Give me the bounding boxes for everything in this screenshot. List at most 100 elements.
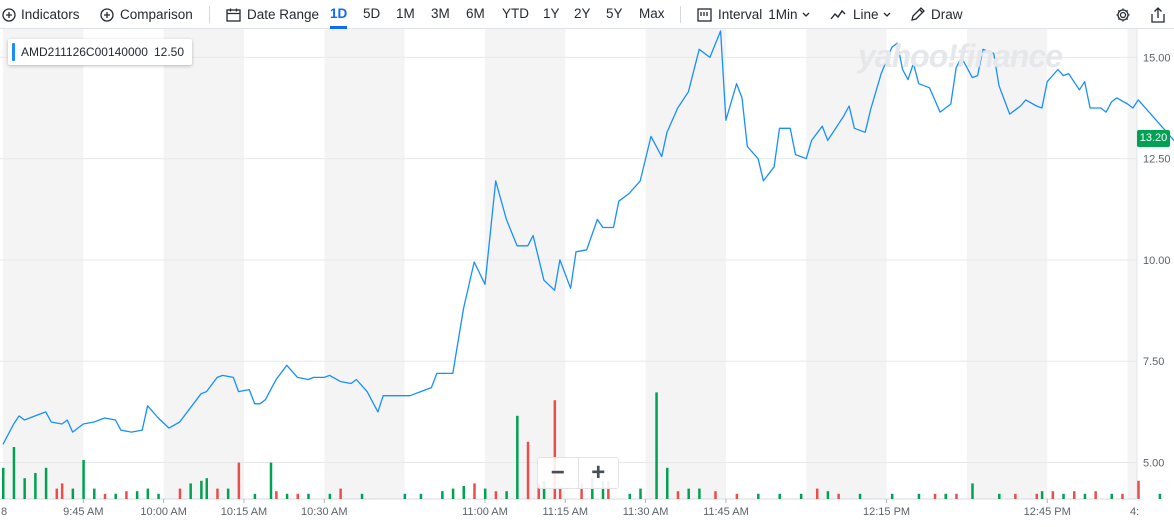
y-tick-label: 12.50 <box>1143 154 1171 166</box>
x-tick-label: 11:45 AM <box>703 506 749 518</box>
background-band <box>163 29 244 499</box>
range-5y[interactable]: 5Y <box>606 6 623 21</box>
volume-bar <box>1014 493 1017 499</box>
x-tick-label: 11:15 AM <box>542 506 588 518</box>
x-tick-label-partial: 4: <box>1130 506 1139 518</box>
y-tick-label: 7.50 <box>1143 356 1164 368</box>
x-tick-label: 10:30 AM <box>301 506 347 518</box>
price-chart[interactable]: 5.00 7.50 10.00 12.50 15.00 9:45 AM 10:00 AM 10… <box>0 29 1174 527</box>
x-tick-label: 11:30 AM <box>623 506 669 518</box>
indicators-button[interactable]: Indicators <box>2 0 80 29</box>
volume-bar <box>1094 491 1097 499</box>
volume-bar <box>505 491 508 499</box>
last-price-badge: 13.20 <box>1137 130 1170 147</box>
volume-bar <box>580 483 583 499</box>
range-3m[interactable]: 3M <box>431 6 450 21</box>
volume-bar <box>125 491 128 499</box>
x-tick-label: 9:45 AM <box>63 506 103 518</box>
toolbar-divider <box>209 6 210 23</box>
volume-bar <box>146 488 150 499</box>
volume-bar <box>483 488 487 499</box>
series-legend[interactable]: AMD211126C00140000 12.50 <box>8 39 193 65</box>
volume-bar <box>1051 491 1055 499</box>
chart-area[interactable]: 5.00 7.50 10.00 12.50 15.00 9:45 AM 10:00 AM 10… <box>0 29 1174 527</box>
volume-bar <box>103 493 107 499</box>
indicators-label: Indicators <box>21 7 80 22</box>
volume-bar <box>419 493 423 499</box>
series-color-swatch <box>12 43 15 61</box>
share-icon <box>1151 6 1165 23</box>
volume-bar <box>226 488 230 499</box>
volume-bar <box>601 480 605 499</box>
volume-bar <box>526 441 530 499</box>
volume-bar <box>93 488 96 499</box>
volume-bar <box>1040 491 1044 499</box>
y-tick-label: 5.00 <box>1143 458 1164 470</box>
volume-bar <box>205 478 208 499</box>
volume-bar <box>639 488 642 499</box>
settings-button[interactable] <box>1115 0 1131 29</box>
volume-bar <box>944 493 947 499</box>
comparison-button[interactable]: Comparison <box>100 0 193 29</box>
volume-bar <box>339 488 342 499</box>
interval-label: Interval <box>718 7 763 22</box>
volume-bar <box>178 488 182 499</box>
date-range-button[interactable]: Date Range <box>226 0 319 29</box>
volume-bar <box>23 478 26 499</box>
calendar-icon <box>226 8 241 22</box>
volume-bar <box>296 493 300 499</box>
line-chart-icon <box>830 9 846 21</box>
volume-bar <box>917 493 921 499</box>
range-ytd[interactable]: YTD <box>502 6 529 21</box>
range-6m[interactable]: 6M <box>466 6 485 21</box>
background-band <box>484 29 566 499</box>
x-tick-label: 11:00 AM <box>462 506 508 518</box>
range-1m[interactable]: 1M <box>396 6 415 21</box>
range-2y[interactable]: 2Y <box>574 6 591 21</box>
volume-bar <box>216 488 219 499</box>
volume-bar <box>998 493 1001 499</box>
volume-bar <box>890 493 894 499</box>
gear-icon <box>1115 7 1131 23</box>
volume-bar <box>2 467 5 499</box>
price-line <box>2 30 1174 445</box>
volume-bar <box>553 400 557 499</box>
volume-bar <box>135 491 139 499</box>
volume-bar <box>698 488 701 499</box>
draw-button[interactable]: Draw <box>910 0 963 29</box>
chevron-down-icon <box>883 12 891 18</box>
volume-bar <box>666 467 669 499</box>
volume-bar <box>189 483 192 499</box>
volume-bar <box>837 493 840 499</box>
volume-bar <box>1062 493 1065 499</box>
draw-label: Draw <box>931 7 963 22</box>
volume-bar <box>933 493 937 499</box>
range-1d[interactable]: 1D <box>330 0 348 29</box>
volume-bar <box>676 491 680 499</box>
range-1y[interactable]: 1Y <box>543 6 560 21</box>
chart-type-dropdown[interactable]: Line <box>830 0 891 29</box>
volume-bar <box>815 488 819 499</box>
volume-bar <box>955 493 958 499</box>
volume-bar <box>60 483 64 499</box>
plus-circle-icon <box>2 7 16 22</box>
share-button[interactable] <box>1151 0 1165 29</box>
volume-bar <box>735 493 739 499</box>
volume-bar <box>114 493 117 499</box>
legend-symbol: AMD211126C00140000 <box>21 45 148 59</box>
zoom-out-button[interactable]: − <box>538 458 579 488</box>
volume-bar <box>34 473 37 499</box>
zoom-in-button[interactable]: + <box>591 459 606 486</box>
volume-bar <box>360 493 364 499</box>
range-max[interactable]: Max <box>639 6 665 21</box>
volume-bar <box>253 493 257 499</box>
volume-bar <box>451 488 455 499</box>
volume-bar <box>1121 493 1124 499</box>
volume-bar <box>628 493 632 499</box>
volume-bar <box>328 493 332 499</box>
x-tick-label: 12:45 PM <box>1024 506 1071 518</box>
range-5d[interactable]: 5D <box>363 6 381 21</box>
volume-bar <box>307 493 310 499</box>
volume-bar <box>826 491 830 499</box>
interval-dropdown[interactable]: Interval 1Min <box>697 0 810 29</box>
